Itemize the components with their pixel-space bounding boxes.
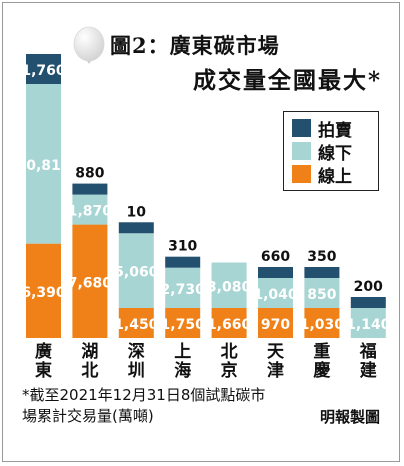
credit: 明報製圖 bbox=[319, 408, 380, 426]
category-label-0-1: 東 bbox=[35, 360, 52, 380]
category-label-6-0: 重 bbox=[313, 341, 330, 362]
category-label-3-1: 海 bbox=[174, 360, 191, 380]
bar-group-6: 1,030 850 350 bbox=[300, 249, 345, 338]
category-label-3-0: 上 bbox=[174, 342, 191, 362]
category-label-1-1: 北 bbox=[81, 361, 98, 380]
bar-group-2: 1,450 5,060 10 bbox=[114, 204, 159, 338]
bar-auction-5 bbox=[258, 267, 293, 278]
bar-auction-6 bbox=[304, 267, 340, 278]
bar-online-6 bbox=[304, 308, 340, 338]
data-label-offline-7: 1,140 bbox=[346, 317, 391, 333]
category-label-5-0: 天 bbox=[267, 342, 285, 362]
bar-group-5: 970 1,040 660 bbox=[253, 249, 298, 338]
bar-auction-0 bbox=[26, 53, 61, 84]
data-label-offline-6: 850 bbox=[307, 287, 336, 303]
bar-group-3: 1,750 2,730 310 bbox=[161, 239, 206, 338]
data-label-online-0: 6,390 bbox=[21, 285, 66, 301]
data-label-online-1: 7,680 bbox=[68, 275, 113, 291]
legend-label-offline: 線下 bbox=[318, 143, 352, 164]
data-label-offline-3: 2,730 bbox=[161, 282, 206, 298]
bar-offline-1 bbox=[72, 194, 108, 225]
bar-group-0: 6,390 10,810 1,760 bbox=[16, 53, 71, 338]
category-label-6-1: 慶 bbox=[313, 360, 330, 380]
category-label-1-0: 湖 bbox=[81, 342, 98, 362]
bar-group-7: 1,140 200 bbox=[346, 279, 391, 338]
legend: 拍賣 線下 線上 bbox=[283, 111, 379, 191]
category-label-5-1: 津 bbox=[267, 360, 284, 380]
bar-auction-1 bbox=[72, 183, 108, 195]
data-label-auction-6: 350 bbox=[307, 249, 336, 265]
figure-frame bbox=[2, 2, 400, 462]
data-label-auction-2: 10 bbox=[127, 204, 147, 220]
bar-group-1: 7,680 1,870 880 bbox=[68, 166, 113, 338]
bar-offline-6 bbox=[304, 278, 340, 308]
data-label-offline-4: 3,080 bbox=[207, 279, 252, 295]
chart-title-line1: 圖2：廣東碳市場 bbox=[110, 33, 280, 58]
category-label-2-0: 深 bbox=[128, 341, 145, 362]
legend-item-online: 線上 bbox=[292, 164, 352, 187]
data-label-auction-1: 880 bbox=[75, 166, 104, 182]
bar-offline-4 bbox=[211, 262, 247, 308]
category-label-2-1: 圳 bbox=[128, 361, 145, 380]
legend-swatch-auction bbox=[292, 119, 311, 137]
bar-online-0 bbox=[26, 243, 61, 338]
bar-online-3 bbox=[165, 308, 201, 338]
data-label-offline-0: 10,810 bbox=[16, 158, 70, 174]
bar-chart: 6,39010,8101,760廣東7,6801,870880湖北1,4505,… bbox=[16, 53, 391, 380]
bar-offline-5 bbox=[258, 278, 293, 308]
category-label-4-1: 京 bbox=[221, 360, 238, 380]
data-label-online-2: 1,450 bbox=[114, 317, 159, 333]
data-label-offline-1: 1,870 bbox=[68, 204, 113, 220]
data-label-online-4: 1,660 bbox=[207, 317, 252, 333]
legend-swatch-offline bbox=[292, 142, 311, 160]
footnote: *截至2021年12月31日8個試點碳市 場累計交易量(萬噸) bbox=[22, 385, 382, 427]
category-label-7-1: 建 bbox=[360, 360, 377, 380]
data-label-auction-0: 1,760 bbox=[21, 63, 66, 79]
bar-group-4: 1,660 3,080 bbox=[207, 262, 252, 338]
legend-item-auction: 拍賣 bbox=[292, 118, 352, 141]
bar-auction-3 bbox=[165, 256, 201, 268]
bar-offline-7 bbox=[350, 308, 386, 338]
data-label-auction-5: 660 bbox=[261, 249, 290, 265]
chart-title-line2: 成交量全國最大* bbox=[192, 67, 382, 94]
legend-swatch-online bbox=[292, 165, 311, 183]
data-label-offline-5: 1,040 bbox=[253, 287, 298, 303]
category-label-0-0: 廣 bbox=[35, 341, 52, 362]
footnote-line1: *截至2021年12月31日8個試點碳市 bbox=[22, 386, 266, 404]
footnote-line2: 場累計交易量(萬噸) bbox=[22, 407, 154, 425]
bar-offline-0 bbox=[26, 83, 61, 244]
bar-online-2 bbox=[118, 308, 154, 338]
bar-online-5 bbox=[258, 308, 293, 338]
legend-label-auction: 拍賣 bbox=[318, 120, 352, 141]
data-label-auction-3: 310 bbox=[168, 239, 197, 255]
data-label-online-5: 970 bbox=[261, 317, 290, 333]
legend-item-offline: 線下 bbox=[292, 141, 352, 164]
data-label-online-6: 1,030 bbox=[300, 317, 345, 333]
bar-offline-2 bbox=[118, 233, 154, 308]
bar-online-1 bbox=[72, 224, 108, 338]
bar-offline-3 bbox=[165, 267, 201, 308]
balloon-icon bbox=[73, 26, 105, 64]
bar-auction-2 bbox=[118, 222, 154, 234]
bar-auction-7 bbox=[350, 297, 386, 308]
legend-label-online: 線上 bbox=[318, 166, 352, 187]
data-label-offline-2: 5,060 bbox=[114, 265, 159, 281]
category-label-4-0: 北 bbox=[221, 342, 238, 362]
data-label-online-3: 1,750 bbox=[161, 317, 206, 333]
bar-online-4 bbox=[211, 308, 247, 338]
data-label-auction-7: 200 bbox=[354, 279, 383, 295]
category-label-7-0: 福 bbox=[359, 341, 377, 362]
